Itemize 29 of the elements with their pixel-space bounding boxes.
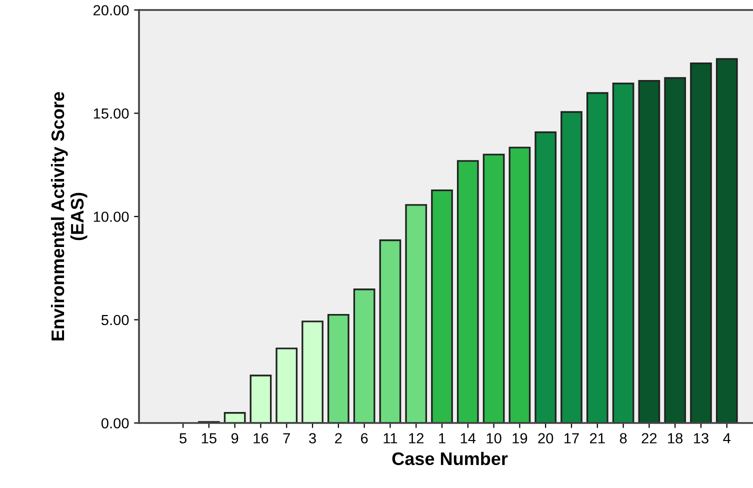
x-tick-label: 7 — [283, 433, 290, 444]
x-tick-label: 4 — [723, 433, 730, 444]
x-tick-label: 16 — [254, 433, 268, 444]
x-tick-label: 14 — [460, 433, 476, 444]
x-tick-label: 3 — [309, 433, 316, 444]
y-tick-label: 5.00 — [101, 314, 129, 326]
x-tick-label: 20 — [538, 433, 554, 444]
x-tick-label: 10 — [486, 433, 502, 444]
y-tick-label: 20.00 — [94, 5, 129, 16]
x-tick-label: 17 — [564, 433, 579, 444]
x-tick-label: 11 — [384, 433, 398, 444]
x-tick-label: 13 — [694, 433, 708, 444]
x-tick-label: 1 — [439, 433, 446, 444]
y-tick-label: 0.00 — [101, 418, 129, 428]
x-tick-label: 5 — [180, 433, 186, 444]
x-tick-label: 18 — [668, 433, 683, 444]
x-tick-label: 9 — [231, 433, 238, 444]
x-tick-label: 6 — [360, 433, 368, 444]
x-tick-label: 22 — [642, 433, 657, 444]
y-axis-title: Environmental Activity Score (EAS) — [50, 92, 88, 340]
x-tick-label: 21 — [590, 433, 605, 444]
x-tick-label: 19 — [512, 433, 528, 444]
x-tick-label: 12 — [409, 433, 424, 444]
y-tick-label: 10.00 — [94, 212, 129, 222]
y-tick-label: 15.00 — [94, 108, 129, 119]
x-axis-title: Case Number — [392, 452, 508, 466]
x-tick-label: 8 — [620, 433, 627, 444]
x-tick-label: 2 — [335, 433, 342, 444]
x-tick-label: 15 — [202, 433, 216, 444]
